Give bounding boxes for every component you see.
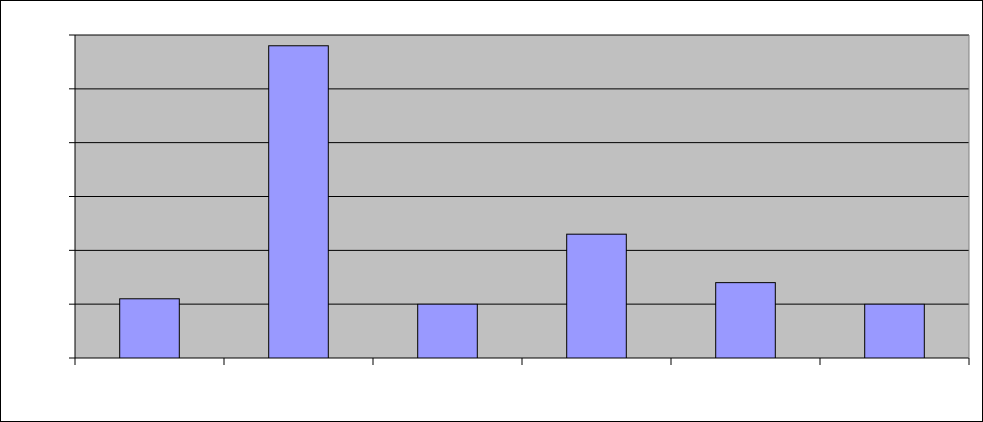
bar: [715, 282, 776, 359]
bar: [268, 45, 329, 359]
bar: [864, 303, 925, 359]
bar: [119, 298, 180, 359]
bar: [417, 303, 478, 359]
bar: [566, 233, 627, 359]
